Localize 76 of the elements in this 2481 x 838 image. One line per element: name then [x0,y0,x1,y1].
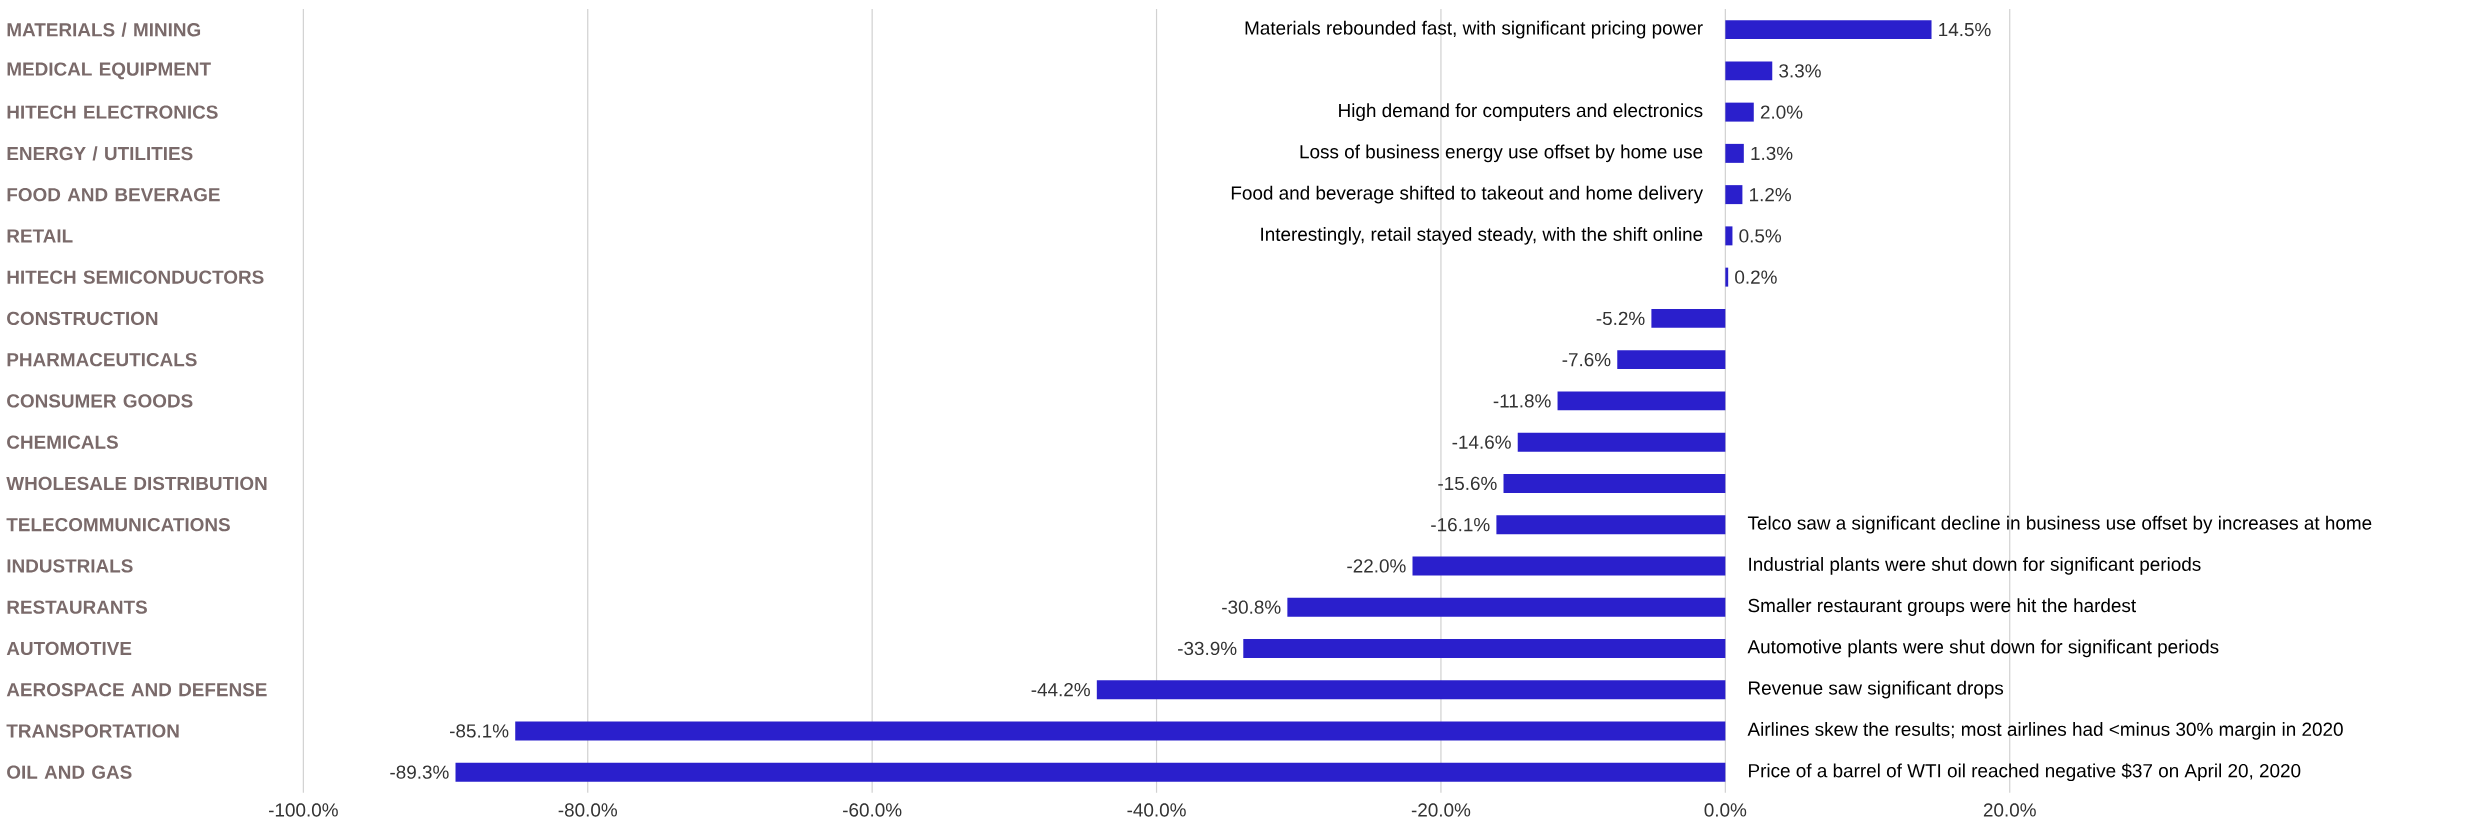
bar [1651,309,1726,329]
x-tick-label: -20.0% [1411,803,1471,817]
bar [1725,185,1743,205]
y-tick-label: RESTAURANTS [7,600,147,614]
annotation: Industrial plants were shut down for significant periods [1749,557,2201,575]
x-tick-label: 20.0% [1983,803,2036,817]
data-label: -14.6% [1452,435,1511,449]
data-label: -33.9% [1178,641,1237,656]
data-label: -85.1% [450,724,509,738]
data-label: -5.2% [1596,311,1645,326]
y-tick-label: INDUSTRIALS [7,559,133,573]
y-tick-label: TELECOMMUNICATIONS [6,518,230,532]
annotation: High demand for computers and electronics [1339,103,1703,122]
x-tick-label: -80.0% [558,803,618,817]
annotation: Loss of business energy use offset by home use [1300,144,1703,163]
data-label: -22.0% [1347,559,1406,573]
data-label: 0.5% [1739,229,1782,243]
data-label: 14.5% [1939,23,1991,37]
data-label: -7.6% [1562,353,1611,367]
bar [1557,391,1726,411]
y-tick-label: HITECH SEMICONDUCTORS [7,270,264,284]
data-label: -44.2% [1031,683,1090,697]
y-tick-label: TRANSPORTATION [6,724,179,738]
bar [1243,639,1726,659]
data-label: -89.3% [390,765,449,779]
bar [1412,556,1726,576]
y-tick-label: MATERIALS / MINING [7,22,201,37]
data-label: 1.3% [1751,146,1793,161]
y-tick-label: OIL AND GAS [7,765,132,779]
data-label: -16.1% [1431,518,1490,532]
data-label: 1.2% [1750,188,1791,202]
bar [1725,20,1932,40]
bar [1725,226,1733,246]
annotation: Airlines skew the results; most airlines had <minus 30% margin in 2020 [1747,722,2343,740]
bar [1096,680,1726,700]
y-tick-label: CHEMICALS [7,435,118,449]
y-tick-label: HITECH ELECTRONICS [7,105,218,119]
bar [455,762,1726,782]
bar [1725,102,1754,122]
annotation: Price of a barrel of WTI oil reached negative $37 on April 20, 2020 [1749,763,2301,782]
data-label: 2.0% [1760,105,1803,119]
data-label: 0.2% [1735,270,1777,284]
bar [1725,144,1744,163]
y-tick-label: RETAIL [7,229,73,243]
bar [1503,474,1726,494]
y-tick-label: MEDICAL EQUIPMENT [7,62,211,80]
bar [515,721,1726,741]
annotation: Food and beverage shifted to takeout and home delivery [1231,185,1704,204]
x-tick-label: -40.0% [1127,803,1186,817]
y-tick-label: PHARMACEUTICALS [7,353,197,367]
annotation: Telco saw a significant decline in business use offset by increases at home [1747,515,2372,534]
annotation: Interestingly, retail stayed steady, with the shift online [1261,227,1703,245]
bar [1617,350,1726,370]
bar [1725,267,1729,287]
y-tick-label: WHOLESALE DISTRIBUTION [6,476,267,491]
bar [1496,515,1726,535]
y-tick-label: CONSUMER GOODS [7,394,193,408]
bar [1725,61,1773,81]
y-tick-label: FOOD AND BEVERAGE [7,188,220,202]
data-label: 3.3% [1779,64,1821,78]
x-tick-label: -100.0% [269,803,338,817]
data-label: -11.8% [1493,394,1551,408]
data-label: -15.6% [1438,476,1497,491]
x-tick-label: -60.0% [843,803,902,817]
bar [1517,432,1726,452]
data-label: -30.8% [1222,600,1281,614]
x-tick-label: 0.0% [1704,803,1747,817]
annotation: Revenue saw significant drops [1749,680,2004,699]
bar [1287,597,1726,617]
annotation: Automotive plants were shut down for significant periods [1747,639,2219,658]
y-tick-label: AUTOMOTIVE [6,641,132,656]
annotation: Smaller restaurant groups were hit the hardest [1748,598,2136,617]
y-tick-label: ENERGY / UTILITIES [7,146,193,161]
annotation: Materials rebounded fast, with significant pricing power [1245,20,1703,39]
y-tick-label: CONSTRUCTION [7,311,158,326]
y-tick-label: AEROSPACE AND DEFENSE [6,683,267,697]
